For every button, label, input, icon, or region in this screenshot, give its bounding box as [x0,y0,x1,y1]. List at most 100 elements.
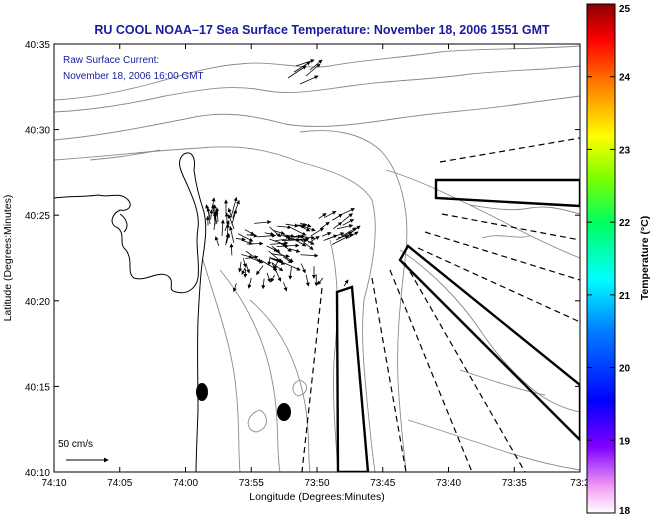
current-vector [342,219,355,226]
surface-current-vectors [205,59,361,293]
current-vector [231,196,238,216]
current-vector [209,209,214,220]
x-tick-label: 74:05 [107,478,132,489]
current-vector [243,268,248,278]
current-vector [270,274,275,283]
current-vector [271,262,284,272]
current-vector [351,225,361,233]
colorbar-tick-label: 23 [619,145,631,156]
current-vector [272,230,286,235]
mooring-marker [196,383,208,401]
x-tick-label: 73:3 [570,478,590,489]
current-vector [213,211,218,231]
current-vector [254,220,272,225]
current-vector [269,226,282,238]
current-vector [274,236,292,242]
current-vector [291,227,307,236]
y-axis-label: Latitude (Degrees:Minutes) [2,195,14,322]
current-vector [275,270,282,282]
colorbar-tick-label: 18 [619,506,631,517]
current-vector [266,245,278,252]
survey-boxes [335,178,580,472]
current-vector [241,239,254,245]
current-vector [295,59,315,67]
current-vector [244,229,255,236]
current-vector [324,211,337,219]
x-tick-label: 73:55 [239,478,264,489]
current-vector [300,263,306,274]
current-vector [266,272,272,283]
current-vector [310,227,325,237]
colorbar-tick-label: 24 [619,73,631,84]
current-vector [220,219,225,237]
current-vector [241,254,253,259]
current-vector [300,225,311,232]
current-vector [347,231,359,239]
current-vector [284,262,301,271]
current-vector [214,236,220,247]
current-vector [278,241,292,252]
current-vector [296,235,316,240]
current-vector [261,278,266,290]
current-vector [341,227,357,237]
current-vector [332,221,343,230]
x-tick-label: 74:00 [173,478,198,489]
colorbar-tick-label: 19 [619,436,631,447]
current-vector [269,238,288,246]
y-tick-label: 40:10 [25,468,50,479]
current-vector [289,248,301,253]
current-vector [283,282,288,292]
x-tick-label: 73:50 [304,478,329,489]
current-vector [342,213,353,223]
current-vector [283,234,295,238]
current-vector [227,214,235,229]
colorbar: 25 24 23 22 21 20 19 18 Temperature (°C) [586,3,651,517]
x-tick-label: 73:40 [436,478,461,489]
current-vector [281,237,301,242]
current-vector [264,231,275,236]
colorbar-label: Temperature (°C) [639,216,651,301]
current-vector [326,232,345,240]
current-vector [305,274,310,287]
current-vector [277,225,292,230]
y-tick-label: 40:35 [25,40,50,51]
y-tick-label: 40:30 [25,126,50,137]
radar-coverage-lines [301,137,580,472]
current-vector [294,222,308,227]
current-vector [271,245,281,253]
current-vector [309,59,323,71]
current-vector [275,233,291,239]
current-vector [331,235,350,245]
current-vector [299,75,319,85]
current-vector [292,237,307,247]
current-vector [246,233,258,238]
current-vector [293,61,311,73]
current-vector [336,224,354,230]
current-vector [288,266,293,280]
x-axis-label: Longitude (Degrees:Minutes) [249,491,384,503]
current-vector [206,207,211,225]
current-vector [232,283,237,293]
current-vector [300,239,314,251]
scale-label: 50 cm/s [58,439,93,450]
map-panel [54,44,580,472]
y-axis: 40:35 40:30 40:25 40:20 40:15 40:10 Latitude … [2,40,580,479]
current-vector [335,231,353,241]
current-vector [271,253,290,258]
current-vector [271,262,277,272]
colorbar-tick-label: 22 [619,218,631,229]
current-vector [267,256,272,266]
colorbar-tick-label: 21 [619,291,631,302]
current-label-line2: November 18, 2006 16:00 GMT [63,71,204,82]
current-vector [231,209,238,225]
current-vector [241,267,246,275]
current-vector [256,265,264,276]
colorbar-tick-label: 20 [619,364,631,375]
current-vector [250,257,264,264]
figure-title: RU COOL NOAA–17 Sea Surface Temperature:… [94,23,550,37]
current-vector [343,279,349,287]
x-tick-label: 73:35 [502,478,527,489]
current-vector [245,255,259,260]
colorbar-gradient [586,3,616,514]
